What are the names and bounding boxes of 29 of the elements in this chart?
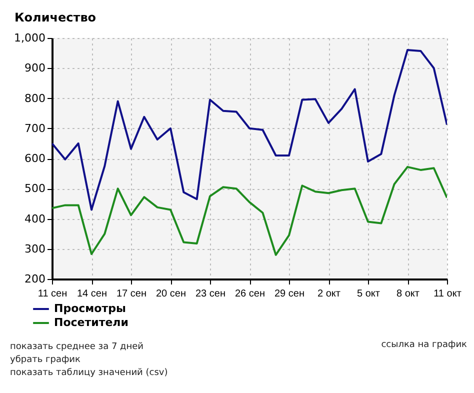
y-tick-label: 800 — [24, 92, 46, 105]
x-tick-label: 17 сен — [116, 288, 146, 300]
legend-label: Посетители — [54, 316, 128, 329]
line-series — [52, 49, 447, 211]
x-tick-label: 11 сен — [38, 288, 68, 300]
y-tick-label: 700 — [24, 122, 46, 135]
x-tick-label: 26 сен — [235, 288, 265, 300]
y-tick-label: 900 — [24, 62, 46, 75]
x-tick-label: 2 окт — [318, 288, 341, 300]
y-axis-title: Количество — [14, 10, 96, 24]
text: ссылка на график — [381, 340, 468, 350]
y-tick-label: 600 — [24, 152, 46, 165]
line-series — [52, 166, 447, 256]
y-tick-label: 400 — [24, 212, 46, 226]
y-tick-label: 300 — [24, 242, 46, 256]
y-tick-label: 500 — [24, 182, 46, 196]
x-tick-label: 14 сен — [77, 288, 107, 300]
legend-label: Просмотры — [54, 302, 126, 315]
x-tick-label: 20 сен — [156, 288, 186, 300]
text: показать среднее за 7 дней — [10, 342, 144, 352]
x-tick-label: 8 окт — [396, 288, 420, 300]
y-tick-label: 200 — [24, 272, 46, 286]
x-tick-label: 29 сен — [274, 288, 304, 300]
x-tick-label: 11 окт — [434, 288, 462, 300]
y-tick-label: 1,000 — [14, 32, 46, 44]
x-tick-label: 23 сен — [196, 288, 226, 300]
x-tick-label: 5 окт — [357, 288, 380, 300]
text: убрать график — [10, 355, 82, 365]
text: показать таблицу значений (csv) — [10, 368, 168, 378]
